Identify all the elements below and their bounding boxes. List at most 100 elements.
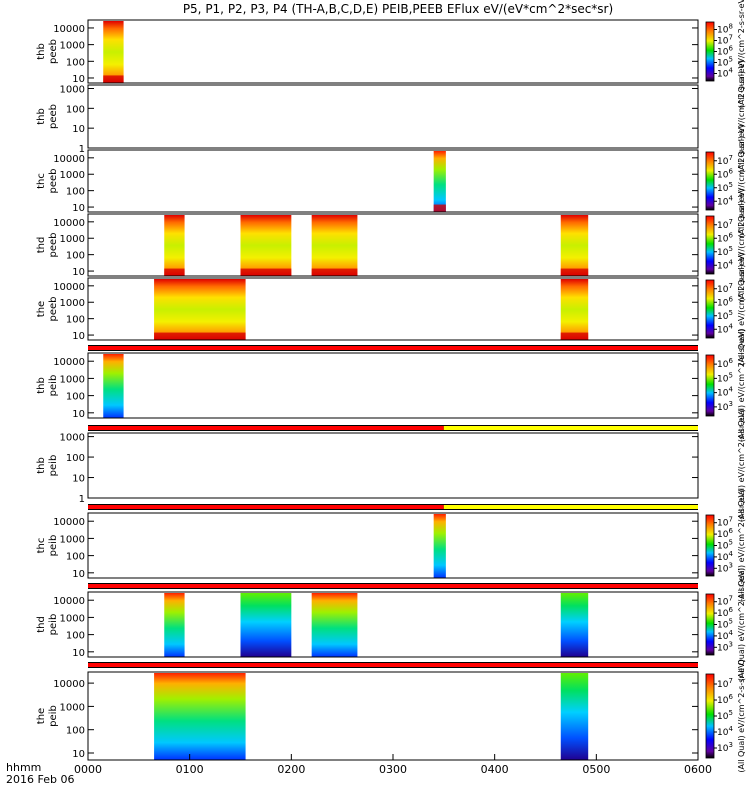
y-tick-label: 10 [72,331,85,342]
colorbar-tick-label: 105 [717,56,733,69]
data-block-2-low-band [560,332,589,340]
colorbar-label: (All Qual) eV/(cm^2-s-sr-eV) [737,252,746,365]
colorbar-tick-label: 107 [717,516,733,529]
colorbar-tick-label: 106 [717,357,733,370]
colorbar-tick-label: 104 [717,194,733,207]
colorbar-tick-label: 107 [717,154,733,167]
y-tick-label: 1 [79,494,85,505]
colorbar-label: (All Qual) eV/(cm^2-s-sr-eV) [737,489,746,602]
y-tick-label: 1000 [60,702,85,713]
y-tick-label: 1000 [60,234,85,245]
data-block-3 [311,215,358,276]
y-tick-label: 10 [72,124,85,135]
colorbar-label: (All Qual) eV/(cm^2-s-sr-eV) [737,568,746,681]
colorbar-tick-label: 108 [717,23,733,36]
y-tick-label: 10 [72,267,85,278]
y-tick-label: 1000 [60,374,85,385]
y-tick-label: 10000 [53,24,85,35]
data-block-4 [560,593,589,657]
y-tick-label: 1000 [60,170,85,181]
colorbar-tick-label: 103 [717,640,733,653]
panel-label: thbpeib [36,375,59,397]
y-tick-label: 1000 [60,534,85,545]
panel-frame [87,432,699,499]
colorbar-tick-label: 105 [717,181,733,194]
colorbar-tick-label: 104 [717,629,733,642]
colorbar-tick-label: 106 [717,167,733,180]
x-axis-label: hhmm [6,761,41,774]
panel-frame [87,512,699,579]
colorbar-tick-label: 104 [717,67,733,80]
y-tick-label: 10000 [53,282,85,293]
y-tick-label: 100 [66,251,85,262]
status-bar-segment-2 [443,426,698,430]
status-bar-segment-1 [88,505,444,509]
data-block-1-low-band [433,204,446,212]
data-block-3-low-band [311,268,358,276]
colorbar-tick-label: 103 [717,741,733,754]
panel-label: thcpeeb [36,169,59,194]
y-tick-label: 1000 [60,433,85,444]
colorbar-tick-label: 107 [717,595,733,608]
y-tick-label: 100 [66,104,85,115]
x-axis: 0000 0100 0200 0300 0400 0500 0600 [74,754,712,776]
y-tick-label: 100 [66,57,85,68]
x-axis-date: 2016 Feb 06 [6,773,74,786]
y-tick-label: 10000 [53,596,85,607]
status-bar-segment-1 [88,346,698,350]
x-tick-label: 0200 [277,763,305,776]
y-tick-label: 10 [72,474,85,485]
data-block-1 [154,279,246,340]
y-tick-label: 10 [72,203,85,214]
data-block-1 [154,673,246,760]
colorbar [705,514,715,577]
colorbar-tick-label: 106 [717,527,733,540]
colorbar [705,21,715,82]
y-tick-label: 10000 [53,357,85,368]
colorbar-tick-label: 104 [717,725,733,738]
panel-frame [87,19,699,84]
y-tick-label: 10 [72,648,85,659]
data-block-2 [560,279,589,340]
data-block-1 [103,21,124,83]
colorbar-label: (All Qual) eV/(cm^2-s-sr-eV) [737,659,746,772]
panel-frame [87,149,699,213]
data-block-1 [164,593,185,657]
colorbar [705,215,715,275]
data-block-1 [164,215,185,276]
y-tick-label: 100 [66,392,85,403]
status-bar-segment-1 [88,426,444,430]
colorbar-tick-label: 104 [717,322,733,335]
colorbar [705,279,715,339]
x-tick-label: 0500 [582,763,610,776]
y-tick-label: 100 [66,187,85,198]
panel-frame [87,84,699,149]
figure-title: P5, P1, P2, P3, P4 (TH-A,B,C,D,E) PEIB,P… [183,2,613,16]
colorbar-tick-label: 107 [717,218,733,231]
panel-10: 10 100 1000 10000 thepeib 103 104 105 106 107 (All… [36,659,746,772]
y-tick-label: 10000 [53,218,85,229]
data-block-1 [103,354,124,418]
colorbar-label: (All Qual) eV/(cm^2-s-sr-eV) [737,124,746,237]
y-tick-label: 10 [72,409,85,420]
colorbar-tick-label: 105 [717,618,733,631]
colorbar-tick-label: 105 [717,245,733,258]
colorbar-tick-label: 105 [717,539,733,552]
data-block-3 [311,593,358,657]
data-block-1 [433,151,446,212]
x-tick-label: 0600 [684,763,712,776]
data-block-2-low-band [240,268,292,276]
data-block-4-low-band [560,268,589,276]
status-bar-segment-2 [443,505,698,509]
y-tick-label: 10 [72,749,85,760]
colorbar-tick-label: 106 [717,693,733,706]
y-tick-label: 10000 [53,154,85,165]
data-block-1-low-band [154,332,246,340]
data-block-1 [433,514,446,578]
colorbar-tick-label: 105 [717,709,733,722]
colorbar-tick-label: 107 [717,677,733,690]
